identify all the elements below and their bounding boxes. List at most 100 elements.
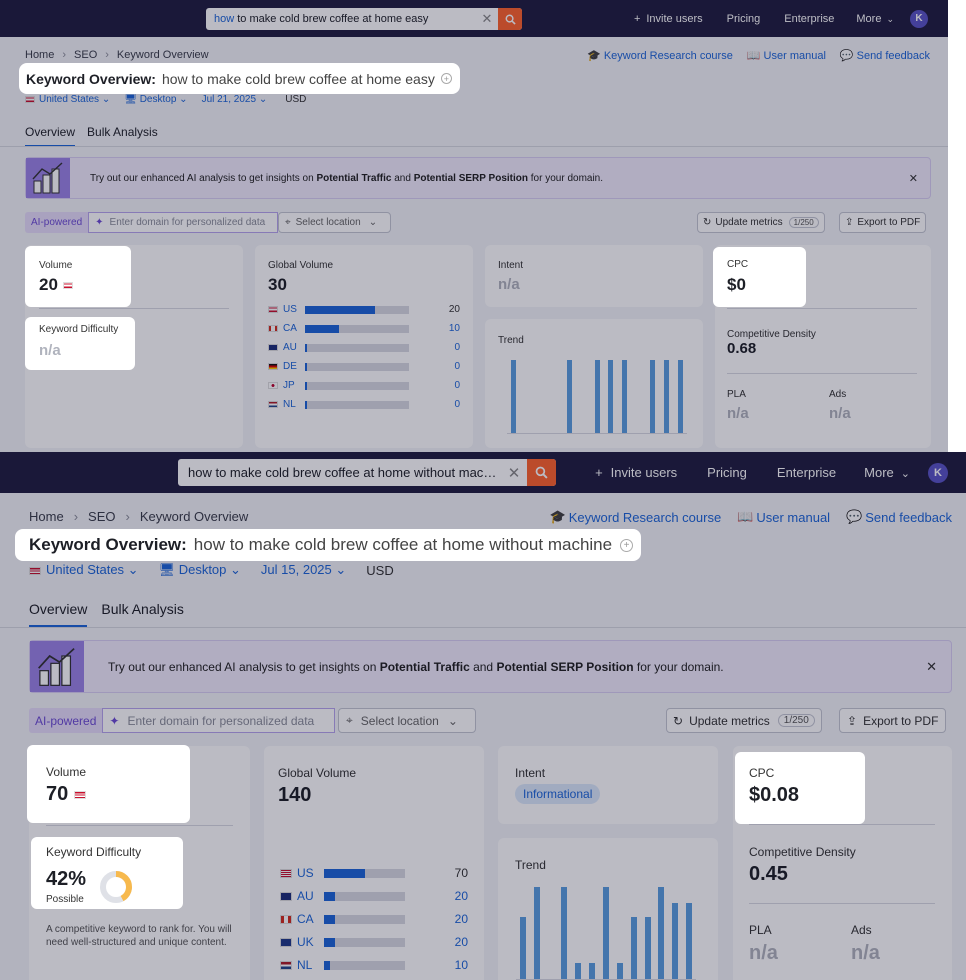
trend-bar[interactable]: [686, 903, 693, 979]
country-volume-value[interactable]: 20: [454, 912, 468, 926]
invite-users-button[interactable]: + Invite users: [595, 465, 678, 480]
breadcrumb-home[interactable]: Home: [29, 509, 64, 524]
avatar[interactable]: K: [910, 9, 928, 28]
trend-bar[interactable]: [561, 887, 568, 979]
enterprise-link[interactable]: Enterprise: [784, 12, 835, 25]
search-button[interactable]: [527, 459, 556, 486]
search-input[interactable]: how to make cold brew coffee at home eas…: [214, 13, 429, 25]
tab-overview[interactable]: Overview: [25, 125, 76, 147]
country-code[interactable]: NL: [283, 399, 296, 410]
au-flag-icon: [268, 344, 278, 351]
send-feedback-link[interactable]: 💬 Send feedback: [846, 509, 952, 525]
trend-bar[interactable]: [630, 917, 637, 979]
country-code[interactable]: UK: [297, 935, 314, 949]
country-code[interactable]: US: [297, 866, 314, 880]
export-pdf-button[interactable]: ⇪ Export to PDF: [839, 708, 947, 733]
trend-bar[interactable]: [533, 887, 540, 979]
domain-input[interactable]: ✦ Enter domain for personalized data: [88, 212, 279, 233]
update-metrics-button[interactable]: ↻ Update metrics 1/250: [666, 708, 822, 733]
user-manual-link[interactable]: 📖 User manual: [746, 49, 826, 63]
country-code[interactable]: CA: [283, 323, 297, 334]
country-code[interactable]: CA: [297, 912, 314, 926]
keyword-research-course-link[interactable]: 🎓 Keyword Research course: [549, 509, 722, 525]
location-select[interactable]: ⌖ Select location ⌄: [278, 212, 391, 233]
avatar[interactable]: K: [928, 462, 948, 483]
trend-bar[interactable]: [677, 360, 683, 433]
more-menu[interactable]: More ⌄: [864, 465, 910, 480]
export-pdf-button[interactable]: ⇪ Export to PDF: [839, 212, 927, 233]
device-selector[interactable]: 🖥 Desktop ⌄: [124, 94, 188, 105]
trend-bar[interactable]: [519, 917, 526, 979]
chevron-right-icon: ›: [105, 49, 109, 61]
trend-bar[interactable]: [616, 963, 623, 979]
country-volume-value[interactable]: 10: [454, 958, 468, 972]
country-volume-value[interactable]: 10: [448, 323, 460, 334]
clear-icon[interactable]: ✕: [481, 11, 493, 26]
enterprise-link[interactable]: Enterprise: [776, 465, 837, 480]
country-code[interactable]: NL: [297, 958, 313, 972]
trend-bar[interactable]: [622, 360, 628, 433]
keyword-search-box[interactable]: how to make cold brew coffee at home wit…: [178, 459, 556, 486]
update-metrics-button[interactable]: ↻ Update metrics 1/250: [697, 212, 825, 233]
user-manual-link[interactable]: 📖 User manual: [737, 509, 831, 525]
trend-chart: [516, 886, 696, 980]
country-volume-value[interactable]: 20: [454, 889, 468, 903]
country-code[interactable]: US: [283, 304, 297, 315]
trend-bar[interactable]: [566, 360, 572, 433]
ca-flag-icon: [280, 914, 292, 924]
country-volume-value[interactable]: 0: [454, 361, 460, 372]
trend-bar[interactable]: [589, 963, 596, 979]
pricing-link[interactable]: Pricing: [726, 12, 761, 25]
trend-bar[interactable]: [594, 360, 600, 433]
trend-bar[interactable]: [658, 887, 665, 979]
close-icon[interactable]: ✕: [908, 172, 918, 185]
tab-bulk-analysis[interactable]: Bulk Analysis: [101, 601, 184, 617]
trend-bar[interactable]: [575, 963, 582, 979]
keyword-research-course-link[interactable]: 🎓 Keyword Research course: [587, 49, 733, 63]
country-volume-row-au: AU 20: [280, 889, 468, 903]
country-volume-value[interactable]: 0: [454, 399, 460, 410]
page-title-keyword: how to make cold brew coffee at home wit…: [193, 535, 613, 554]
country-volume-value[interactable]: 0: [454, 342, 460, 353]
send-feedback-link[interactable]: 💬 Send feedback: [839, 49, 930, 63]
close-icon[interactable]: ✕: [926, 658, 937, 674]
trend-bar[interactable]: [608, 360, 614, 433]
add-to-list-icon[interactable]: +: [440, 73, 452, 84]
search-button[interactable]: [498, 8, 522, 30]
clear-icon[interactable]: ✕: [507, 464, 521, 482]
currency-label: USD: [366, 562, 394, 578]
more-menu[interactable]: More ⌄: [856, 12, 894, 25]
tab-bulk-analysis[interactable]: Bulk Analysis: [87, 125, 158, 139]
date-selector[interactable]: Jul 15, 2025 ⌄: [260, 562, 347, 577]
trend-bar[interactable]: [511, 360, 517, 433]
country-selector[interactable]: United States ⌄: [25, 94, 110, 105]
trend-bar[interactable]: [649, 360, 655, 433]
country-code[interactable]: AU: [283, 342, 297, 353]
search-input[interactable]: how to make cold brew coffee at home wit…: [188, 465, 501, 480]
kd-description: A competitive keyword to rank for. You w…: [46, 924, 232, 948]
country-selector[interactable]: United States ⌄: [29, 562, 139, 578]
pricing-link[interactable]: Pricing: [707, 465, 747, 480]
invite-users-button[interactable]: + Invite users: [633, 12, 703, 25]
country-volume-value[interactable]: 0: [454, 380, 460, 391]
country-code[interactable]: JP: [283, 380, 295, 391]
location-select[interactable]: ⌖ Select location ⌄: [338, 708, 476, 733]
trend-bar[interactable]: [672, 903, 679, 979]
country-code[interactable]: DE: [283, 361, 297, 372]
trend-bar[interactable]: [603, 887, 609, 979]
country-code[interactable]: AU: [297, 889, 314, 903]
breadcrumb-seo[interactable]: SEO: [88, 509, 116, 524]
device-selector[interactable]: 🖥 Desktop ⌄: [158, 562, 241, 577]
tab-overview[interactable]: Overview: [29, 601, 88, 627]
trend-bar[interactable]: [644, 917, 651, 979]
breadcrumb-seo[interactable]: SEO: [74, 49, 98, 61]
add-to-list-icon[interactable]: +: [620, 538, 634, 552]
breadcrumb-home[interactable]: Home: [25, 49, 55, 61]
date-selector[interactable]: Jul 21, 2025 ⌄: [201, 94, 268, 105]
keyword-search-box[interactable]: how to make cold brew coffee at home eas…: [206, 8, 522, 30]
country-volume-value[interactable]: 20: [454, 935, 468, 949]
trend-bar[interactable]: [663, 360, 669, 433]
domain-input[interactable]: ✦ Enter domain for personalized data: [102, 708, 336, 733]
volume-share-bar: [324, 937, 405, 947]
page-title: Keyword Overview: how to make cold brew …: [15, 529, 642, 561]
